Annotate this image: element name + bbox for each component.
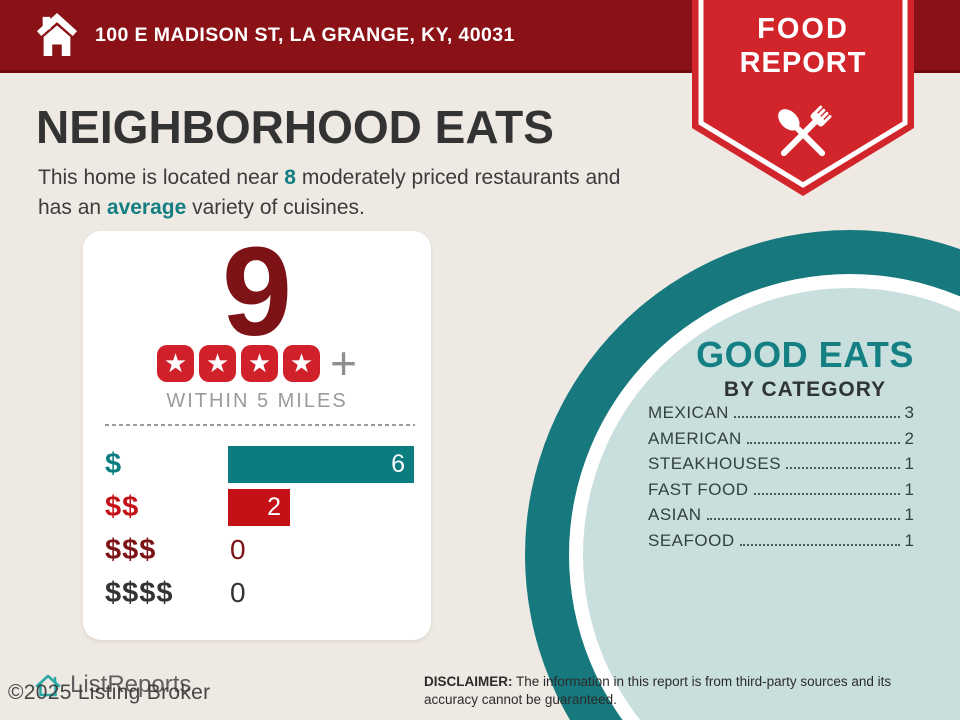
price-bar-value: 2 xyxy=(267,492,281,521)
dotted-leader xyxy=(739,543,900,546)
category-title: GOOD EATS xyxy=(696,334,914,375)
category-name: SEAFOOD xyxy=(648,530,735,550)
category-subtitle: BY CATEGORY xyxy=(723,378,887,401)
category-row: FAST FOOD 1 xyxy=(648,480,914,506)
category-row: MEXICAN 3 xyxy=(648,403,914,429)
category-name: AMERICAN xyxy=(648,428,742,448)
price-tier-label: $$ xyxy=(105,490,140,523)
category-row: ASIAN 1 xyxy=(648,505,914,531)
rating-stars: ★ ★ ★ ★ + xyxy=(83,337,431,389)
dashed-divider xyxy=(105,424,415,426)
category-count: 2 xyxy=(904,428,914,448)
dotted-leader xyxy=(753,492,900,495)
category-name: ASIAN xyxy=(648,505,702,524)
price-bar-value: 0 xyxy=(230,577,246,608)
price-rows: $6 $$ 2 $$$ 0 $$$$ 0 xyxy=(105,445,415,612)
star-icon: ★ xyxy=(199,345,237,382)
home-icon xyxy=(36,13,78,56)
star-icon: ★ xyxy=(241,345,279,382)
price-tier-label: $$$$ xyxy=(105,576,174,609)
dotted-leader xyxy=(746,441,900,444)
category-name: FAST FOOD xyxy=(648,479,749,499)
radius-label: WITHIN 5 MILES xyxy=(166,390,348,412)
price-bar-value: 0 xyxy=(230,534,246,565)
category-heading: GOOD EATS BY CATEGORY xyxy=(615,334,960,402)
intro-line1-pre: This home is located near xyxy=(38,166,285,189)
category-count: 1 xyxy=(904,505,914,524)
star-icon: ★ xyxy=(157,345,195,382)
category-name: STEAKHOUSES xyxy=(648,454,782,473)
dotted-leader xyxy=(733,416,900,418)
category-name: MEXICAN xyxy=(648,403,729,422)
dotted-leader xyxy=(786,467,900,469)
badge-line1: FOOD xyxy=(757,13,849,45)
price-bar: 6 xyxy=(228,445,414,483)
page-title: NEIGHBORHOOD EATS xyxy=(36,101,554,153)
disclaimer-label: DISCLAIMER: xyxy=(424,674,513,689)
rating-plus: + xyxy=(330,337,357,389)
restaurant-score: 9 xyxy=(221,221,293,362)
badge-line2: REPORT xyxy=(739,47,867,79)
price-row: $$ 2 xyxy=(105,488,415,526)
price-tier-label: $$$ xyxy=(105,533,157,566)
badge-shape xyxy=(692,0,914,196)
intro-line2-pre: has an xyxy=(38,196,107,220)
category-list: MEXICAN 3 AMERICAN 2 STEAKHOUSES 1 FAST FOOD 1 A… xyxy=(648,403,914,556)
score-card: 9 ★ ★ ★ ★ + WITHIN 5 MILES $6 $$ 2 $$$ 0 $$$$ 0 xyxy=(83,221,431,640)
copyright-watermark: ©2025 Listing Broker xyxy=(8,681,211,704)
star-icon: ★ xyxy=(283,345,321,382)
disclaimer-text: The information in this report is from t… xyxy=(424,674,892,708)
price-bar: 2 xyxy=(228,488,290,526)
price-row: $$$$ 0 xyxy=(105,574,415,612)
variety-highlight: average xyxy=(106,196,187,220)
price-tier-label: $ xyxy=(105,447,123,480)
logo-text: ListReports xyxy=(70,671,192,698)
disclaimer: DISCLAIMER: The information in this repo… xyxy=(424,673,936,709)
restaurant-count: 8 xyxy=(284,166,296,189)
category-row: SEAFOOD 1 xyxy=(648,531,914,557)
food-report-badge: FOOD REPORT xyxy=(692,0,914,196)
listreports-logo: ListReports xyxy=(33,670,191,700)
badge-title: FOOD REPORT xyxy=(692,13,914,80)
intro-line1-post: moderately priced restaurants and xyxy=(295,166,621,189)
category-count: 1 xyxy=(904,530,914,550)
category-count: 1 xyxy=(904,479,914,499)
spoon-fork-icon xyxy=(778,105,832,157)
price-row: $6 xyxy=(105,445,415,483)
dotted-leader xyxy=(706,518,900,520)
intro-line2-post: variety of cuisines. xyxy=(186,196,365,220)
logo-house-icon xyxy=(35,674,61,697)
category-count: 3 xyxy=(904,403,914,422)
price-row: $$$ 0 xyxy=(105,531,415,569)
price-bar-value: 6 xyxy=(391,449,405,478)
category-row: STEAKHOUSES 1 xyxy=(648,454,914,480)
intro-text: This home is located near 8 moderately p… xyxy=(38,163,658,224)
category-row: AMERICAN 2 xyxy=(648,429,914,455)
property-address: 100 E MADISON ST, LA GRANGE, KY, 40031 xyxy=(95,23,515,46)
category-count: 1 xyxy=(904,454,914,473)
